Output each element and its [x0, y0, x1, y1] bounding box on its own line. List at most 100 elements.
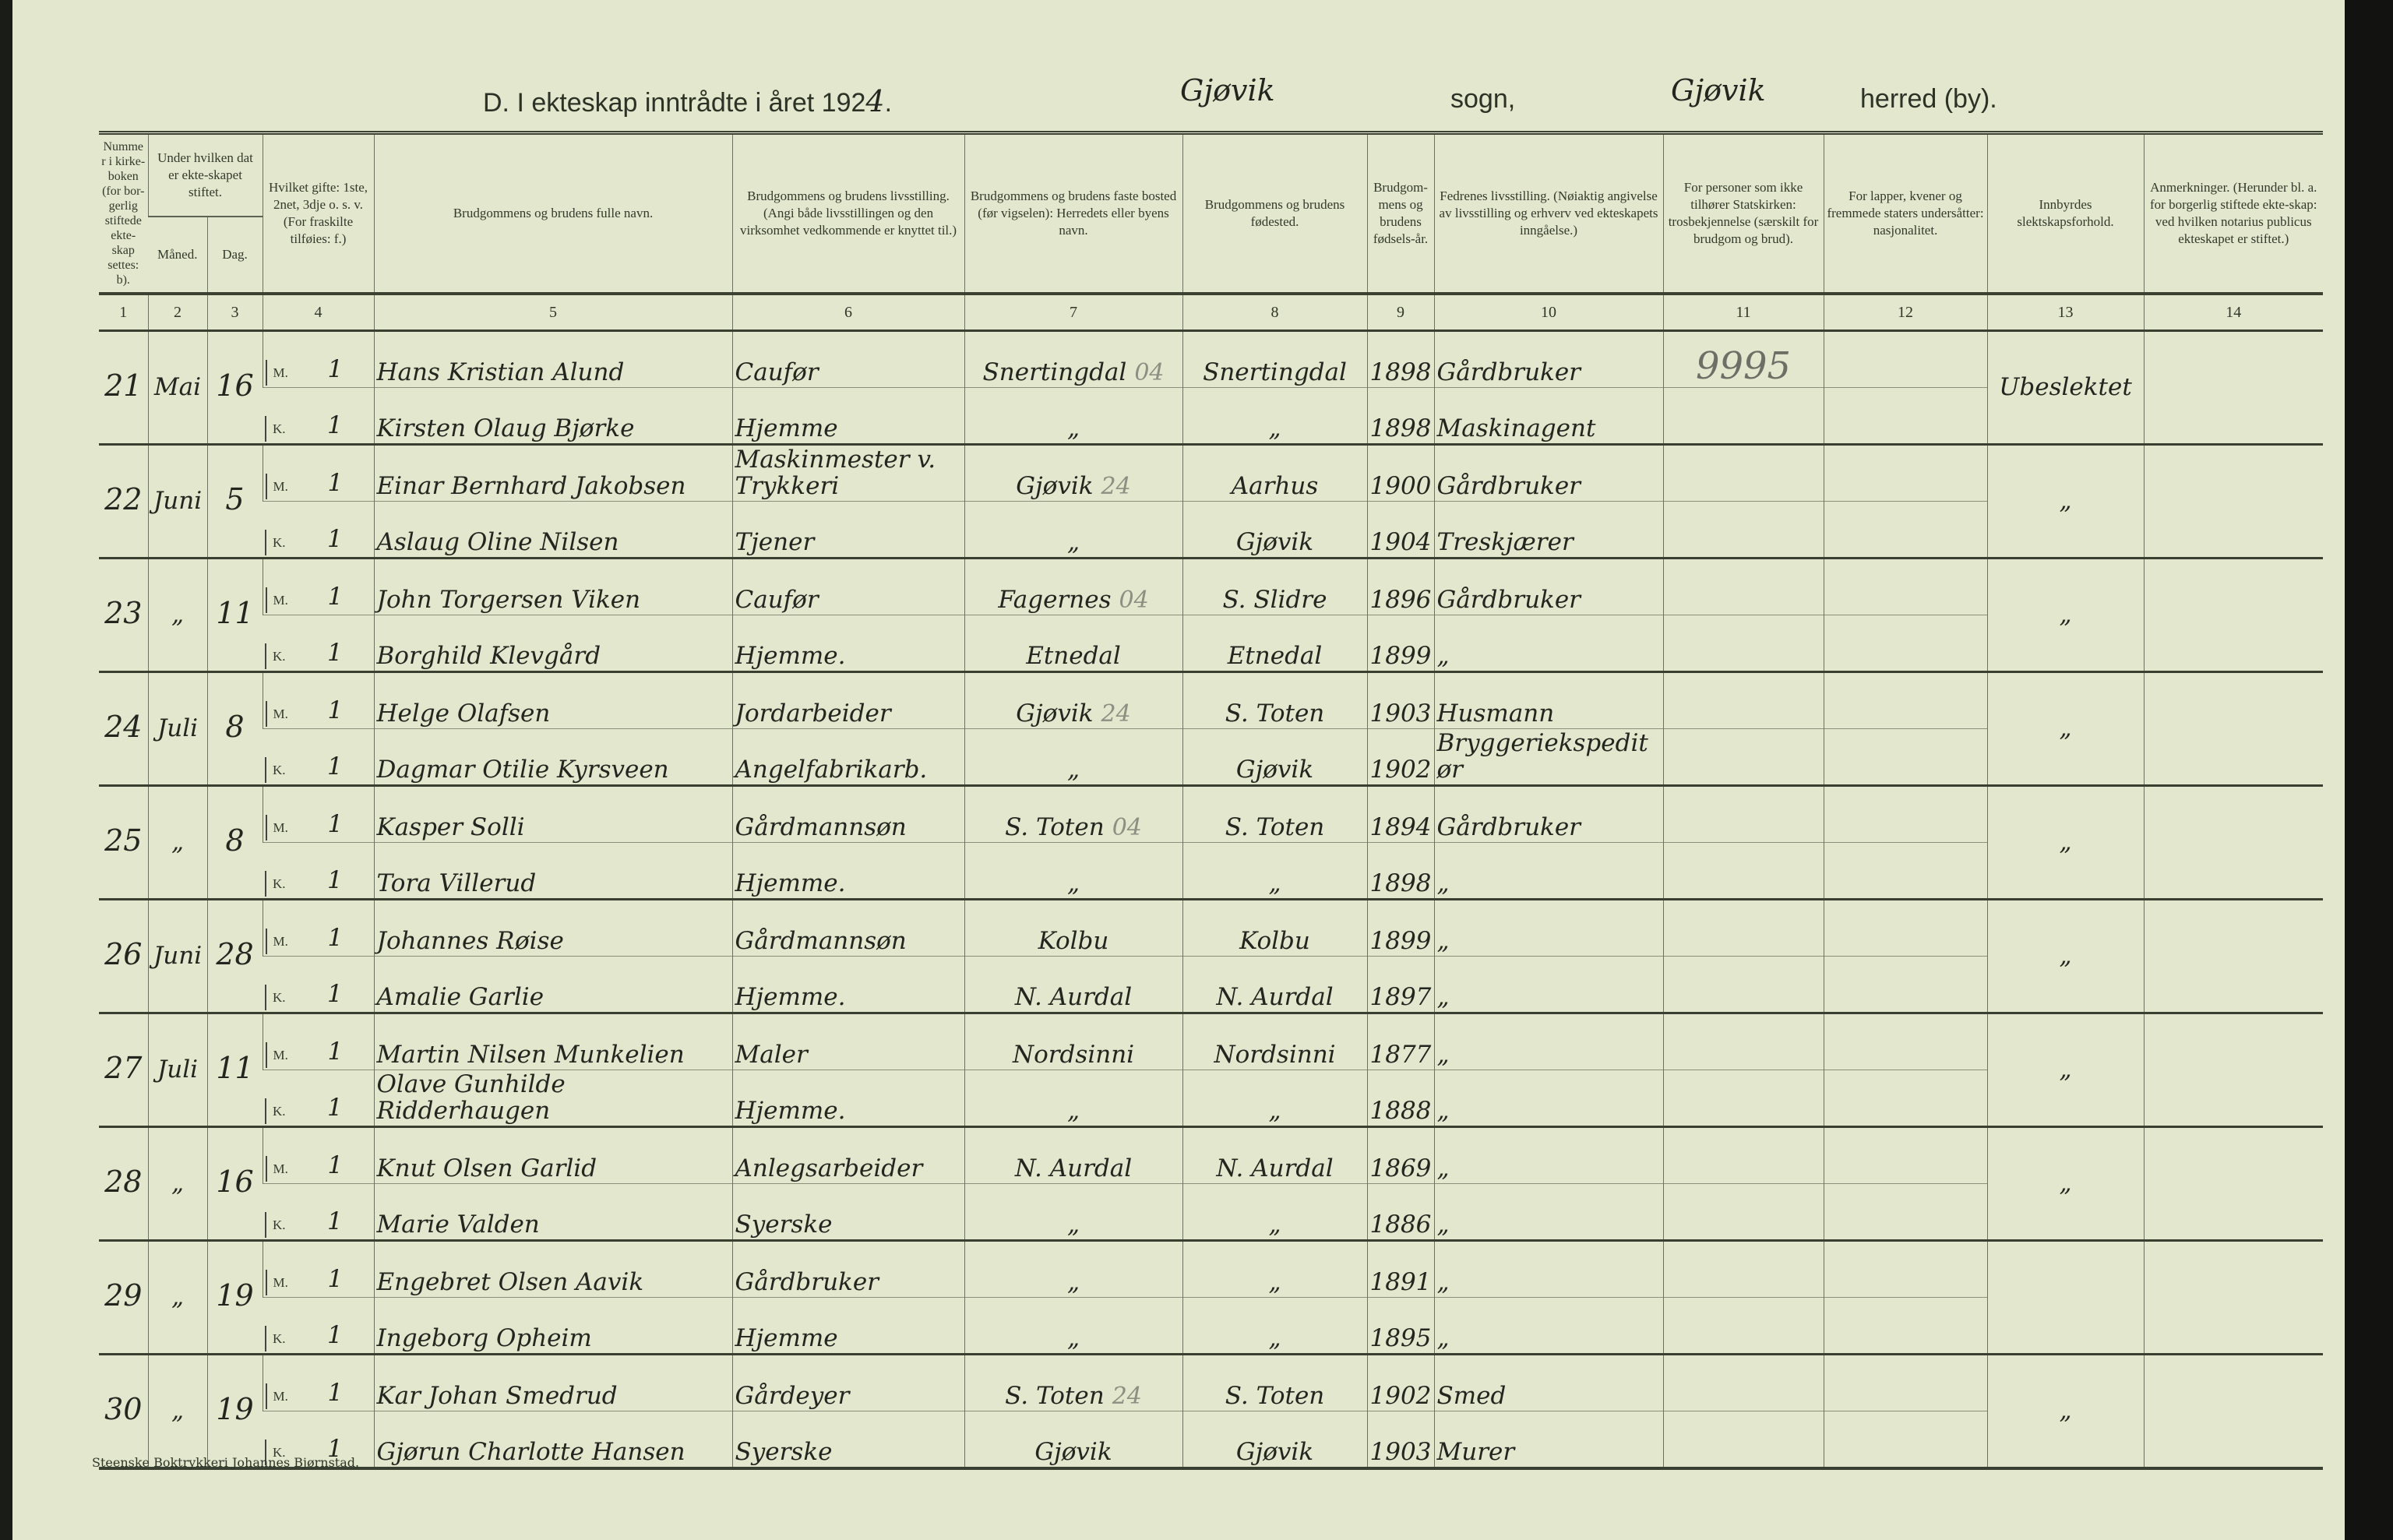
groom-fathers-occupation: „ — [1433, 1012, 1664, 1070]
column-number: 3 — [206, 292, 263, 331]
groom-name-text: Johannes Røise — [376, 927, 564, 955]
groom-occupation-text: Gårdmannsøn — [735, 927, 907, 955]
column-number: 1 — [99, 292, 148, 331]
nationality — [1823, 671, 1988, 729]
marriage-count-value: 1 — [327, 1094, 343, 1122]
entry-number-text: 25 — [104, 823, 143, 858]
remarks — [2143, 1012, 2324, 1127]
entry-number-text: 23 — [104, 596, 143, 630]
bride-birthplace: „ — [1182, 1070, 1368, 1127]
entry-number: 30 — [99, 1353, 148, 1468]
groom-name-text: John Torgersen Viken — [376, 586, 641, 614]
entry-month: Juli — [147, 1012, 207, 1127]
groom-birth-year: 1896 — [1366, 557, 1435, 615]
bride-birthplace: Gjøvik — [1182, 1411, 1368, 1468]
remarks — [2143, 557, 2324, 672]
entry-month-text: Mai — [153, 372, 202, 401]
religion — [1662, 1411, 1824, 1468]
marriage-count: M. 1 — [262, 784, 375, 843]
entry-month-text: „ — [171, 827, 185, 856]
pencil-mark: 24 — [1112, 1383, 1142, 1410]
bride-name: Kirsten Olaug Bjørke — [373, 387, 733, 445]
bride-name-text: Borghild Klevgård — [376, 642, 601, 670]
bride-occupation: Hjemme. — [731, 842, 965, 900]
bride-occupation: Hjemme. — [731, 615, 965, 672]
nationality — [1823, 956, 1988, 1013]
remarks — [2143, 898, 2324, 1013]
bride-label: K. — [265, 1440, 299, 1465]
bride-birth-year-text: 1898 — [1369, 414, 1432, 442]
marriage-count: M. 1 — [262, 671, 375, 729]
groom-residence-text: S. Toten — [1005, 813, 1105, 841]
title-prefix: D. I ekteskap inntrådte i året 1924. — [483, 84, 893, 118]
bride-birthplace-text: Etnedal — [1227, 642, 1323, 670]
groom-occupation: Maler — [731, 1012, 965, 1070]
header-number: Nummer i kirke-boken (for bor-gerlig sti… — [101, 140, 146, 287]
column-number: 10 — [1433, 292, 1664, 331]
bride-birth-year: 1895 — [1366, 1297, 1435, 1355]
groom-fathers-occupation: Gårdbruker — [1433, 784, 1664, 843]
groom-name: John Torgersen Viken — [373, 557, 733, 615]
column-number: 13 — [1986, 292, 2145, 331]
bride-name: Tora Villerud — [373, 842, 733, 900]
religion — [1662, 1126, 1824, 1184]
groom-fathers-occupation-text: Husmann — [1436, 700, 1555, 728]
groom-birthplace-text: S. Toten — [1225, 1382, 1325, 1410]
bride-fathers-occupation: Maskinagent — [1433, 387, 1664, 445]
entry-month-text: „ — [171, 1396, 185, 1425]
scan-edge-left — [0, 0, 12, 1540]
pencil-mark: 24 — [1101, 700, 1131, 728]
groom-birthplace-text: N. Aurdal — [1216, 1154, 1334, 1182]
remarks — [2143, 443, 2324, 559]
groom-residence: Fagernes 04 — [964, 557, 1183, 615]
bride-occupation-text: Hjemme. — [735, 1097, 846, 1125]
marriage-count-value: 1 — [327, 583, 344, 611]
kinship: „ — [1986, 443, 2145, 559]
bride-name: Marie Valden — [373, 1183, 733, 1241]
bride-occupation: Syerske — [731, 1183, 965, 1241]
bride-residence-text: „ — [1066, 1324, 1080, 1352]
entry-month: „ — [147, 557, 207, 672]
bride-birth-year-text: 1903 — [1369, 1438, 1432, 1466]
bride-birthplace-text: „ — [1268, 869, 1281, 897]
groom-label: M. — [265, 1156, 300, 1182]
entry-month-text: Juni — [153, 941, 203, 970]
groom-birth-year-text: 1877 — [1369, 1041, 1432, 1069]
marriage-count-value: 1 — [327, 866, 343, 894]
groom-birth-year-text: 1899 — [1369, 927, 1432, 955]
entry-row-groom: 30 „ 19 M. 1 Kar Johan Smedrud Gårdeyer S. Tote… — [99, 1353, 2324, 1468]
marriage-count: M. 1 — [262, 443, 375, 502]
groom-birthplace: N. Aurdal — [1182, 1126, 1368, 1184]
bride-occupation: Hjemme — [731, 387, 965, 445]
bride-name-text: Kirsten Olaug Bjørke — [376, 414, 635, 442]
marriage-count-value: 1 — [327, 1151, 344, 1179]
column-number: 5 — [373, 292, 733, 331]
groom-residence-text: Gjøvik — [1016, 700, 1094, 728]
entry-day-text: 8 — [225, 823, 245, 858]
groom-fathers-occupation: Smed — [1433, 1353, 1664, 1411]
bride-occupation-text: Tjener — [735, 528, 815, 556]
groom-occupation: Jordarbeider — [731, 671, 965, 729]
bride-fathers-occupation-text: Treskjærer — [1436, 528, 1574, 556]
groom-fathers-occupation: „ — [1433, 1126, 1664, 1184]
bride-name: Gjørun Charlotte Hansen — [373, 1411, 733, 1468]
bride-name-text: Olave Gunhilde Ridderhaugen — [376, 1070, 566, 1125]
entry-day-text: 19 — [216, 1278, 254, 1313]
religion — [1662, 443, 1824, 502]
bride-fathers-occupation-text: „ — [1436, 642, 1450, 670]
nationality — [1823, 1353, 1988, 1411]
entry-day: 19 — [206, 1239, 263, 1355]
groom-birth-year: 1898 — [1366, 329, 1435, 388]
entry-row-groom: 27 Juli 11 M. 1 Martin Nilsen Munkelien Maler N… — [99, 1012, 2324, 1127]
groom-name-text: Kar Johan Smedrud — [376, 1382, 618, 1410]
bride-birth-year-text: 1886 — [1369, 1211, 1432, 1239]
entry-day-text: 11 — [216, 1051, 254, 1085]
marriage-count: M. 1 — [262, 1353, 375, 1411]
bride-residence: Gjøvik — [964, 1411, 1183, 1468]
groom-fathers-occupation: Gårdbruker — [1433, 443, 1664, 502]
remarks — [2143, 1126, 2324, 1241]
bride-fathers-occupation: „ — [1433, 842, 1664, 900]
religion — [1662, 387, 1824, 445]
entry-row-bride: K. 1 Marie Valden Syerske „ „ 1886 „ — [99, 1183, 2323, 1241]
groom-name-text: Helge Olafsen — [376, 700, 551, 728]
